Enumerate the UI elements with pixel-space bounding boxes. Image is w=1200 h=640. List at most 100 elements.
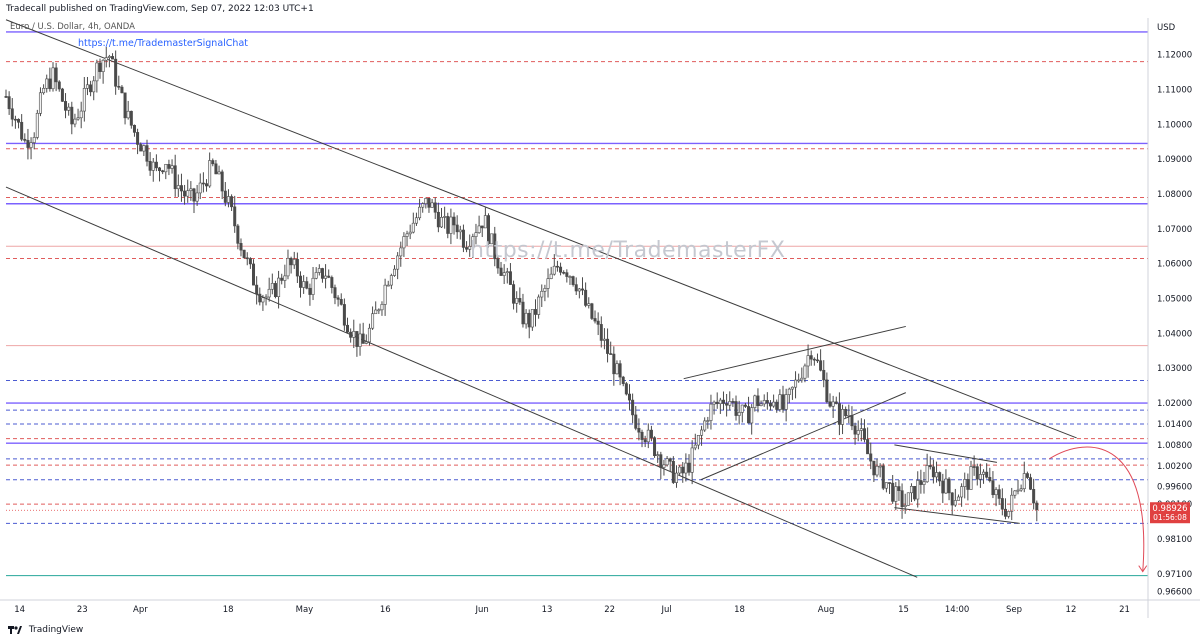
candle-body-7 [26, 140, 30, 148]
candle-body-247 [778, 394, 782, 410]
candle-body-278 [875, 465, 879, 476]
candle-body-188 [593, 318, 597, 322]
candle-body-55 [176, 185, 180, 190]
axis-currency: USD [1157, 23, 1176, 33]
footer-brand[interactable]: TradingView [28, 625, 84, 635]
candle-body-112 [355, 331, 359, 347]
telegram-link[interactable]: https://t.me/TrademasterSignalChat [78, 38, 248, 49]
candle-body-37 [120, 86, 124, 94]
candle-body-224 [706, 420, 710, 422]
candle-body-122 [386, 284, 390, 287]
candle-body-158 [499, 267, 503, 276]
candle-body-313 [985, 471, 989, 478]
candle-body-304 [956, 496, 960, 501]
y-tick-label-14: 0.99600 [1157, 483, 1192, 493]
candle-body-240 [756, 395, 760, 407]
publisher-header: Tradecall published on TradingView.com, … [0, 0, 1200, 18]
candle-body-289 [909, 486, 913, 494]
candle-body-121 [383, 284, 387, 305]
candle-body-186 [587, 303, 591, 306]
x-tick-label-10: 18 [734, 605, 745, 615]
trendline-0 [5, 19, 1077, 439]
x-tick-label-3: 18 [223, 605, 234, 615]
y-tick-label-10: 1.02000 [1157, 399, 1192, 409]
candle-body-90 [286, 257, 290, 277]
candle-body-259 [815, 359, 819, 362]
candle-body-134 [424, 198, 428, 204]
candle-body-228 [718, 399, 722, 405]
candle-body-132 [418, 206, 422, 219]
candle-body-141 [446, 216, 450, 234]
candle-body-260 [819, 360, 823, 371]
candle-body-40 [129, 110, 133, 126]
candle-body-207 [653, 437, 657, 457]
candle-body-285 [897, 486, 901, 491]
candle-body-242 [762, 400, 766, 405]
price-axis[interactable]: USD 1.12000 1.11000 1.10000 1.09000 1.08000 1.… [1157, 23, 1192, 597]
candle-body-107 [339, 299, 343, 305]
candle-body-248 [781, 394, 785, 410]
candle-body-166 [524, 312, 528, 325]
candle-body-57 [183, 190, 187, 197]
candle-body-22 [73, 118, 77, 125]
candle-body-212 [668, 458, 672, 462]
candle-body-120 [380, 304, 384, 311]
candle-body-14 [48, 78, 52, 90]
candle-body-286 [900, 490, 904, 508]
candle-body-261 [822, 369, 826, 381]
candle-body-16 [54, 67, 58, 83]
candle-body-111 [352, 331, 356, 338]
candle-body-315 [991, 480, 995, 496]
candle-body-296 [931, 466, 935, 478]
candle-body-277 [872, 460, 876, 476]
price-chart[interactable]: USD 1.12000 1.11000 1.10000 1.09000 1.08000 1.… [0, 18, 1200, 618]
candle-body-326 [1025, 473, 1029, 478]
time-axis[interactable]: 14 23 Apr 18 May 16 Jun 13 22 Jul 18 Aug 15 14:00 Sep 1… [14, 605, 1130, 615]
candle-body-298 [938, 472, 942, 482]
candle-body-94 [299, 275, 303, 288]
candle-body-127 [402, 236, 406, 249]
candle-body-276 [869, 453, 873, 462]
candle-body-0 [4, 96, 8, 98]
y-tick-label-12: 1.00800 [1157, 441, 1192, 451]
projection-arrowhead [1138, 565, 1148, 573]
candle-body-146 [461, 229, 465, 248]
candle-body-116 [367, 327, 371, 343]
candle-body-287 [903, 505, 907, 508]
candle-body-250 [787, 388, 791, 395]
y-tick-label-11: 1.01400 [1157, 420, 1192, 430]
y-tick-label-5: 1.07000 [1157, 225, 1192, 235]
candle-body-125 [396, 255, 400, 270]
candle-body-56 [179, 185, 183, 192]
candle-body-236 [743, 404, 747, 407]
candle-body-231 [728, 401, 732, 406]
candle-body-170 [537, 296, 541, 315]
candle-body-52 [167, 164, 171, 169]
candle-body-84 [267, 288, 271, 298]
candle-body-119 [377, 309, 381, 312]
candle-body-316 [994, 489, 998, 496]
tradingview-logo-icon[interactable] [8, 625, 22, 634]
candle-body-75 [239, 243, 243, 251]
candle-body-284 [894, 486, 898, 502]
candle-body-177 [559, 266, 563, 273]
candle-body-74 [236, 225, 240, 244]
candle-body-237 [747, 406, 751, 424]
candle-body-200 [631, 399, 635, 416]
candle-body-83 [264, 296, 268, 299]
candle-body-175 [552, 265, 556, 275]
candle-body-265 [834, 401, 838, 404]
candle-body-189 [596, 320, 600, 325]
candle-body-299 [941, 480, 945, 494]
candle-body-217 [684, 462, 688, 474]
candle-body-249 [784, 394, 788, 410]
candle-body-178 [562, 271, 566, 274]
candle-body-143 [452, 216, 456, 226]
candle-body-17 [57, 81, 61, 90]
candle-body-87 [277, 277, 281, 297]
candle-body-226 [712, 401, 716, 405]
candle-body-275 [866, 439, 870, 455]
candle-body-201 [634, 414, 638, 429]
candle-body-157 [496, 258, 500, 269]
candle-body-227 [715, 401, 719, 405]
